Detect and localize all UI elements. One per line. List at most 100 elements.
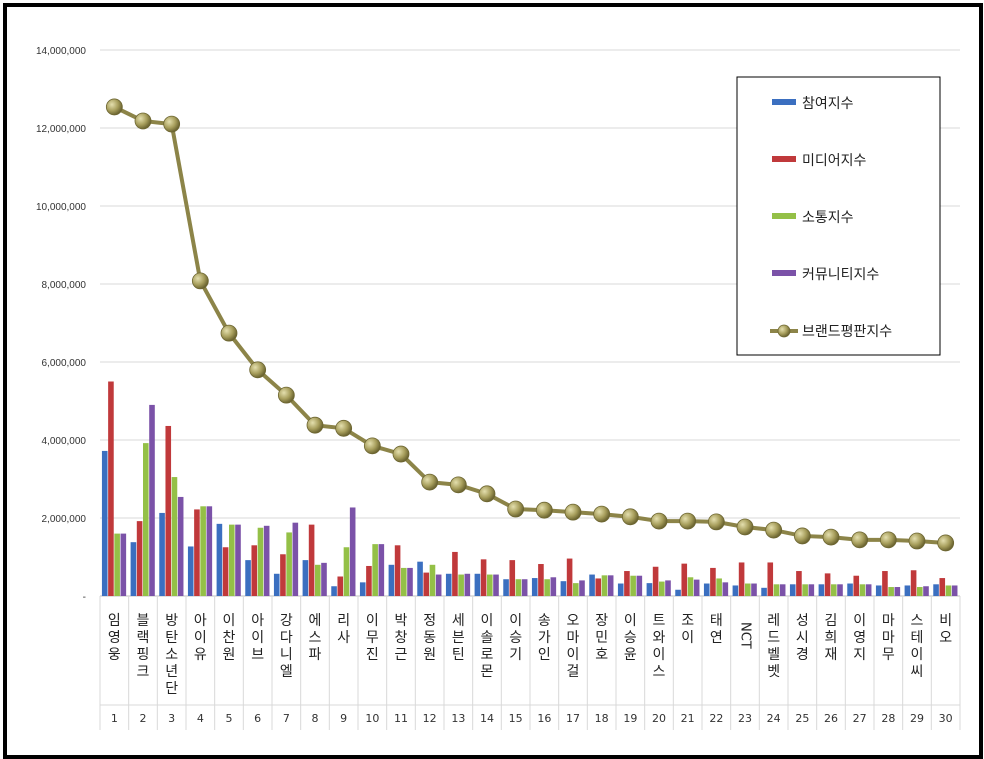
bar-참여지수: [388, 564, 395, 596]
bar-커뮤니티지수: [235, 524, 241, 596]
line-point: [335, 419, 353, 437]
legend-marker: [777, 324, 791, 338]
bar-미디어지수: [566, 558, 573, 596]
line-point: [707, 513, 725, 531]
bar-미디어지수: [624, 571, 630, 596]
bar-참여지수: [703, 583, 710, 596]
bar-미디어지수: [882, 571, 888, 596]
line-point: [507, 500, 525, 518]
bar-소통지수: [315, 564, 321, 596]
line-point: [793, 527, 811, 545]
bar-소통지수: [945, 585, 952, 596]
rank-label: 18: [595, 712, 609, 725]
bar-참여지수: [675, 589, 681, 596]
rank-label: 29: [910, 712, 924, 725]
bar-커뮤니티지수: [149, 404, 155, 596]
bar-참여지수: [302, 560, 309, 596]
bar-커뮤니티지수: [636, 575, 643, 596]
bar-참여지수: [130, 542, 137, 596]
rank-label: 3: [168, 712, 175, 725]
rank-label: 22: [709, 712, 723, 725]
bar-미디어지수: [394, 545, 401, 596]
bar-소통지수: [200, 506, 206, 596]
rank-label: 13: [451, 712, 465, 725]
bar-미디어지수: [108, 381, 114, 596]
line-point: [736, 518, 754, 536]
bar-커뮤니티지수: [521, 579, 528, 596]
legend-swatch: [772, 270, 796, 276]
line-point: [478, 485, 496, 503]
bar-커뮤니티지수: [378, 544, 385, 596]
rank-label: 26: [824, 712, 838, 725]
bar-커뮤니티지수: [321, 562, 327, 596]
bar-소통지수: [601, 575, 608, 596]
bar-미디어지수: [796, 571, 802, 596]
bar-커뮤니티지수: [665, 580, 671, 596]
bar-참여지수: [503, 579, 509, 596]
bar-미디어지수: [652, 566, 659, 596]
bar-커뮤니티지수: [407, 567, 413, 596]
x-tick-label: NCT: [738, 622, 753, 649]
rank-label: 16: [537, 712, 551, 725]
line-point: [392, 445, 410, 463]
bar-소통지수: [257, 527, 264, 596]
line-point: [879, 531, 897, 549]
bar-커뮤니티지수: [292, 522, 299, 596]
bar-참여지수: [847, 583, 853, 596]
bar-참여지수: [101, 450, 108, 596]
bar-미디어지수: [681, 563, 688, 596]
bar-커뮤니티지수: [206, 506, 213, 596]
line-point: [134, 112, 152, 130]
y-tick-label: 14,000,000: [36, 46, 86, 57]
bar-소통지수: [429, 564, 436, 596]
y-tick-label: -: [83, 592, 86, 603]
bar-소통지수: [286, 532, 292, 596]
line-point: [191, 272, 209, 290]
bar-미디어지수: [222, 547, 229, 596]
rank-label: 25: [795, 712, 809, 725]
bar-커뮤니티지수: [263, 525, 270, 596]
bar-참여지수: [646, 583, 653, 596]
bar-미디어지수: [853, 575, 860, 596]
bar-커뮤니티지수: [808, 584, 815, 596]
bar-미디어지수: [538, 564, 544, 596]
legend-swatch: [772, 213, 796, 219]
bar-커뮤니티지수: [493, 574, 499, 596]
bar-소통지수: [773, 584, 780, 596]
bar-소통지수: [859, 584, 866, 596]
bar-커뮤니티지수: [779, 584, 786, 596]
bar-참여지수: [789, 584, 796, 596]
bar-소통지수: [114, 533, 120, 596]
bar-소통지수: [343, 547, 350, 596]
bar-커뮤니티지수: [349, 507, 356, 596]
bar-커뮤니티지수: [693, 579, 700, 596]
bar-참여지수: [875, 585, 882, 596]
chart-frame: [3, 3, 983, 759]
rank-label: 12: [423, 712, 437, 725]
line-point: [277, 386, 295, 404]
bar-미디어지수: [939, 578, 946, 596]
bar-참여지수: [331, 586, 337, 596]
bar-소통지수: [716, 578, 722, 596]
legend-label: 참여지수: [802, 96, 854, 112]
bar-커뮤니티지수: [550, 577, 557, 596]
legend-swatch: [772, 156, 796, 162]
bar-참여지수: [933, 584, 939, 596]
rank-label: 6: [254, 712, 261, 725]
bar-커뮤니티지수: [607, 575, 614, 596]
